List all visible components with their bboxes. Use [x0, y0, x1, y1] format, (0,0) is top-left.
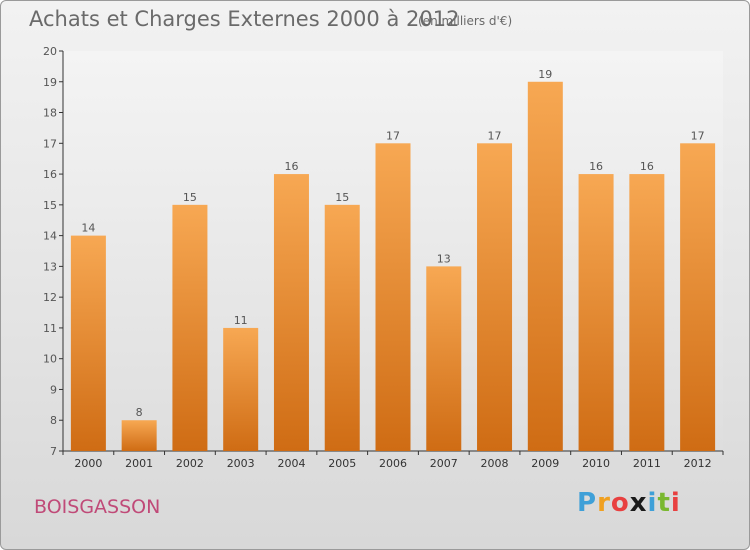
bar-2010 — [578, 174, 614, 452]
bar-value-label: 15 — [335, 191, 349, 204]
bar-value-label: 11 — [234, 314, 248, 327]
logo-letter: x — [629, 488, 648, 518]
x-tick-label: 2003 — [227, 457, 255, 470]
bar-value-label: 16 — [284, 160, 298, 173]
bar-2000 — [70, 235, 106, 451]
chart-subtitle: (en milliers d'€) — [418, 14, 513, 28]
y-tick-label: 12 — [43, 291, 57, 304]
logo-letter: i — [670, 488, 681, 518]
x-tick-label: 2000 — [74, 457, 102, 470]
x-tick-label: 2009 — [531, 457, 559, 470]
y-tick-label: 13 — [43, 260, 57, 273]
logo-letter: t — [657, 488, 671, 518]
x-tick-label: 2006 — [379, 457, 407, 470]
bar-value-label: 17 — [691, 129, 705, 142]
bars: 14 8 15 11 16 15 17 13 17 19 16 16 17 — [70, 68, 716, 452]
bar-2003 — [223, 327, 259, 451]
bar-2005 — [324, 204, 360, 451]
y-tick-label: 11 — [43, 322, 57, 335]
logo-letter: o — [610, 488, 630, 518]
y-tick-label: 14 — [43, 230, 57, 243]
bar-value-label: 17 — [386, 129, 400, 142]
y-tick-label: 9 — [50, 383, 57, 396]
y-tick-label: 15 — [43, 199, 57, 212]
bar-2004 — [273, 174, 309, 452]
bar-2009 — [527, 81, 563, 452]
x-tick-label: 2005 — [328, 457, 356, 470]
bar-value-label: 16 — [589, 160, 603, 173]
proxiti-logo[interactable]: Proxiti — [577, 488, 681, 518]
y-tick-label: 17 — [43, 137, 57, 150]
y-tick-label: 20 — [43, 45, 57, 58]
bar-2011 — [629, 174, 665, 452]
x-tick-label: 2011 — [633, 457, 661, 470]
bar-value-label: 8 — [136, 406, 143, 419]
bar-value-label: 19 — [538, 68, 552, 81]
logo-letter: P — [577, 488, 598, 518]
bar-2006 — [375, 143, 411, 452]
commune-name: BOISGASSON — [34, 496, 161, 518]
bar-2012 — [680, 143, 716, 452]
y-tick-label: 16 — [43, 168, 57, 181]
x-tick-label: 2010 — [582, 457, 610, 470]
chart-title: Achats et Charges Externes 2000 à 2012 — [29, 7, 460, 31]
logo-letter: r — [597, 488, 611, 518]
x-tick-label: 2012 — [684, 457, 712, 470]
y-tick-label: 18 — [43, 107, 57, 120]
bar-2002 — [172, 204, 208, 451]
bar-2008 — [477, 143, 513, 452]
x-tick-label: 2001 — [125, 457, 153, 470]
x-tick-label: 2008 — [481, 457, 509, 470]
x-tick-label: 2004 — [277, 457, 305, 470]
bar-value-label: 15 — [183, 191, 197, 204]
y-tick-label: 8 — [50, 414, 57, 427]
logo-letter: i — [647, 488, 658, 518]
y-tick-label: 19 — [43, 76, 57, 89]
x-tick-label: 2002 — [176, 457, 204, 470]
y-tick-label: 10 — [43, 353, 57, 366]
bar-value-label: 14 — [81, 222, 95, 235]
bar-value-label: 13 — [437, 252, 451, 265]
bar-2007 — [426, 266, 462, 451]
bar-2001 — [121, 420, 157, 451]
bar-value-label: 16 — [640, 160, 654, 173]
bar-value-label: 17 — [488, 129, 502, 142]
y-tick-label: 7 — [50, 445, 57, 458]
x-tick-label: 2007 — [430, 457, 458, 470]
